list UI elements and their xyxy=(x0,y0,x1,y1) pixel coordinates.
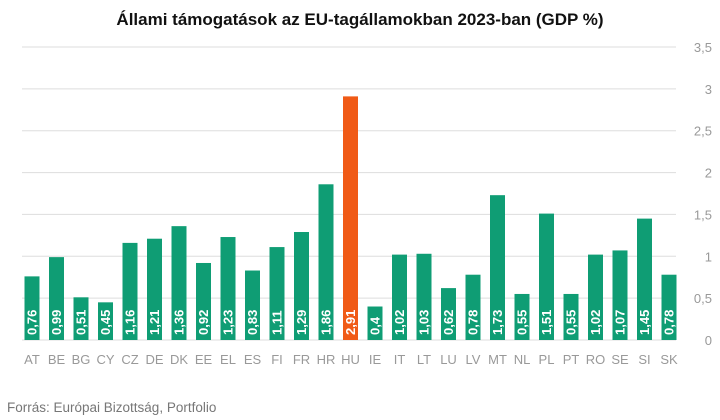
data-label-it: 1,02 xyxy=(392,310,407,335)
bar-ie xyxy=(367,306,383,340)
x-tick-label: HU xyxy=(341,352,360,367)
bar-mt xyxy=(490,195,505,340)
bar-lv xyxy=(465,274,481,340)
data-label-fi: 1,11 xyxy=(270,310,285,335)
x-tick-label: RO xyxy=(586,352,606,367)
y-tick-label: 1 xyxy=(705,249,712,264)
bars xyxy=(24,96,677,341)
bar-fr xyxy=(294,232,309,340)
x-tick-label: LV xyxy=(466,352,481,367)
y-tick-label: 3 xyxy=(705,82,712,97)
bar-cz xyxy=(122,242,138,340)
bar-at xyxy=(24,276,40,340)
data-label-pl: 1,51 xyxy=(539,310,554,335)
data-label-dk: 1,36 xyxy=(172,310,187,335)
bar-ee xyxy=(196,262,211,340)
bar-lu xyxy=(441,288,456,340)
bar-fi xyxy=(269,247,285,340)
bar-ro xyxy=(588,254,603,340)
x-tick-label: BG xyxy=(72,352,91,367)
data-label-sk: 0,78 xyxy=(662,310,677,335)
data-label-se: 1,07 xyxy=(613,310,628,335)
y-tick-label: 0 xyxy=(705,333,712,348)
y-tick-label: 0,5 xyxy=(694,291,712,306)
x-tick-label: FI xyxy=(271,352,283,367)
bar-nl xyxy=(514,293,530,340)
bar-el xyxy=(220,237,236,340)
data-label-cy: 0,45 xyxy=(98,310,113,335)
bar-dk xyxy=(171,226,187,340)
x-tick-label: AT xyxy=(24,352,40,367)
bar-es xyxy=(245,270,260,340)
data-label-bg: 0,51 xyxy=(74,310,89,335)
x-tick-label: SK xyxy=(660,352,678,367)
x-tick-label: CZ xyxy=(121,352,138,367)
bar-pt xyxy=(563,293,579,340)
y-tick-label: 2,5 xyxy=(694,124,712,139)
x-tick-label: DK xyxy=(170,352,188,367)
data-label-de: 1,21 xyxy=(147,310,162,335)
bar-se xyxy=(612,250,628,340)
y-tick-label: 1,5 xyxy=(694,207,712,222)
data-label-lu: 0,62 xyxy=(441,310,456,335)
x-tick-label: EE xyxy=(195,352,213,367)
data-label-ro: 1,02 xyxy=(588,310,603,335)
y-tick-label: 2 xyxy=(705,166,712,181)
x-tick-label: CY xyxy=(96,352,114,367)
data-label-nl: 0,55 xyxy=(515,310,530,335)
data-label-ie: 0,4 xyxy=(368,316,383,335)
x-tick-label: PL xyxy=(539,352,555,367)
bar-it xyxy=(392,254,407,340)
x-tick-label: PT xyxy=(563,352,580,367)
bar-sk xyxy=(661,274,677,340)
data-label-be: 0,99 xyxy=(49,310,64,335)
bar-cy xyxy=(98,302,113,340)
x-tick-label: SE xyxy=(611,352,629,367)
x-tick-label: DE xyxy=(145,352,163,367)
data-label-at: 0,76 xyxy=(25,310,40,335)
x-tick-label: BE xyxy=(48,352,66,367)
data-label-hu: 2,91 xyxy=(343,310,358,335)
data-label-lt: 1,03 xyxy=(417,310,432,335)
x-tick-label: NL xyxy=(514,352,531,367)
bar-hr xyxy=(318,184,334,340)
data-label-es: 0,83 xyxy=(245,310,260,335)
bar-si xyxy=(637,218,652,340)
bar-lt xyxy=(416,253,432,340)
chart-title: Állami támogatások az EU-tagállamokban 2… xyxy=(116,10,604,29)
data-label-hr: 1,86 xyxy=(319,310,334,335)
bar-be xyxy=(49,257,64,340)
x-tick-label: HR xyxy=(317,352,336,367)
x-axis-ticks: AT BE BG CY CZ DE DK EE EL ES FI FR HR HU IE IT LT LU LV MT… xyxy=(24,352,678,367)
bar-de xyxy=(147,238,162,340)
data-label-ee: 0,92 xyxy=(196,310,211,335)
bar-bg xyxy=(73,297,89,340)
data-label-cz: 1,16 xyxy=(123,310,138,335)
value-labels: 0,76 0,99 0,51 0,45 1,16 1,21 1,36 0,92 1,23 0,83… xyxy=(25,310,677,335)
bar-hu xyxy=(343,96,358,341)
y-tick-label: 3,5 xyxy=(694,40,712,55)
x-tick-label: EL xyxy=(220,352,236,367)
x-tick-label: ES xyxy=(244,352,262,367)
x-tick-label: LU xyxy=(440,352,457,367)
y-axis-ticks: 0 0,5 1 1,5 2 2,5 3 3,5 xyxy=(694,40,712,348)
data-label-lv: 0,78 xyxy=(466,310,481,335)
x-tick-label: FR xyxy=(293,352,310,367)
x-tick-label: IT xyxy=(394,352,406,367)
x-tick-label: IE xyxy=(369,352,382,367)
data-label-si: 1,45 xyxy=(637,310,652,335)
x-tick-label: MT xyxy=(488,352,507,367)
x-tick-label: LT xyxy=(417,352,431,367)
data-label-fr: 1,29 xyxy=(294,310,309,335)
chart-source: Forrás: Európai Bizottság, Portfolio xyxy=(7,400,217,415)
data-label-pt: 0,55 xyxy=(564,310,579,335)
data-label-mt: 1,73 xyxy=(490,310,505,335)
data-label-el: 1,23 xyxy=(221,310,236,335)
bar-pl xyxy=(539,213,554,340)
x-tick-label: SI xyxy=(638,352,650,367)
